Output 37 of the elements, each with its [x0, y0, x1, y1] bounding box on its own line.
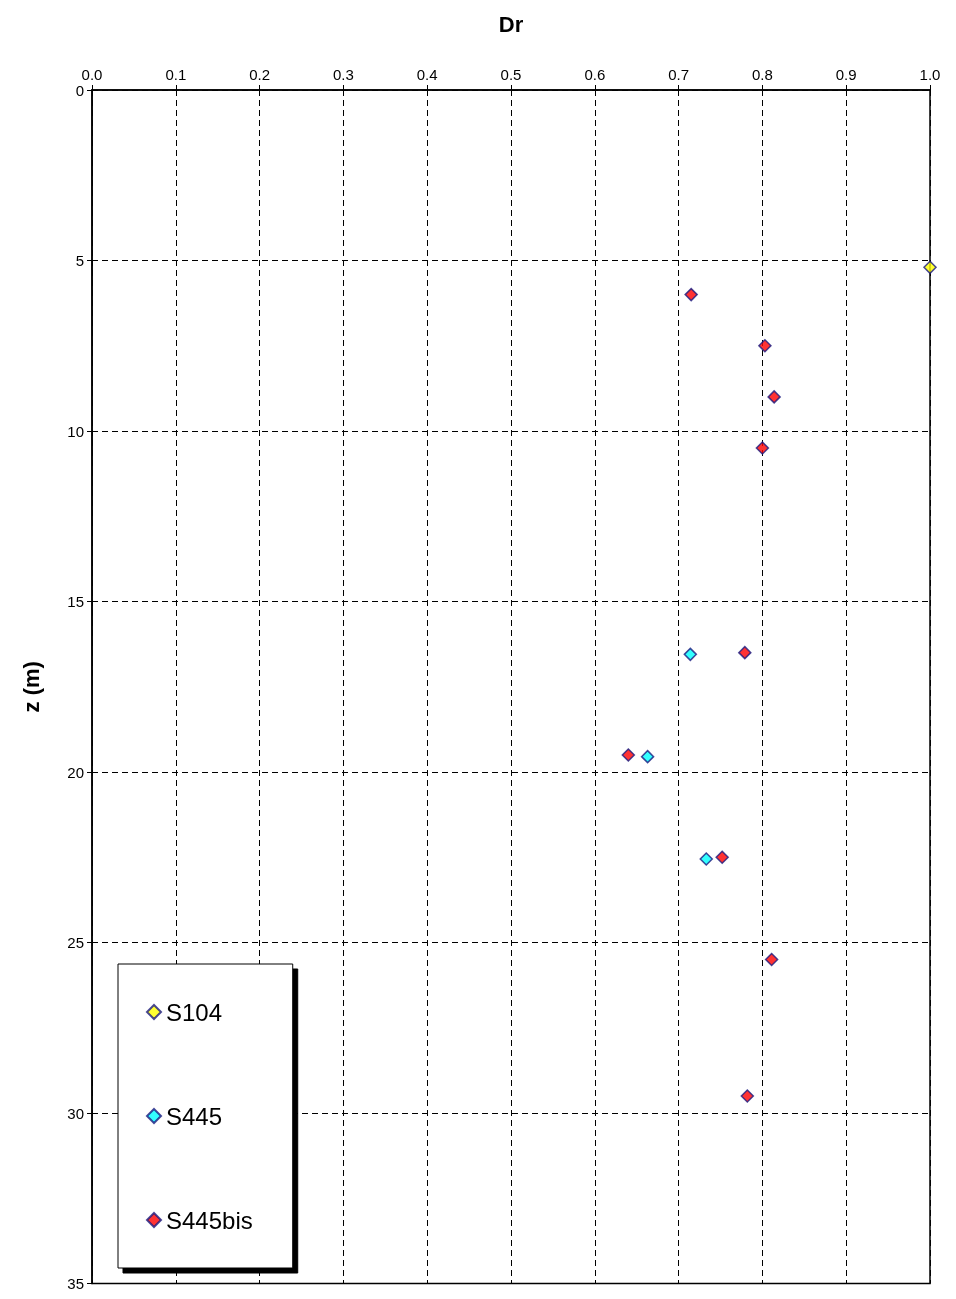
legend-label: S445 — [166, 1102, 223, 1130]
legend-label: S445bis — [166, 1206, 253, 1234]
point — [740, 1089, 755, 1103]
x-tick-label: 0.4 — [416, 66, 438, 83]
y-axis-title: z (m) — [18, 661, 44, 713]
point — [758, 339, 772, 353]
x-tick-label: 0.8 — [751, 66, 773, 83]
x-tick-label: 0.9 — [835, 66, 857, 83]
point — [755, 441, 770, 455]
point — [738, 645, 752, 660]
y-tick-label: 25 — [67, 934, 84, 951]
y-tick-label: 30 — [67, 1104, 84, 1122]
y-tick-label: 0 — [75, 81, 84, 99]
point — [683, 647, 698, 662]
x-tick-label: 0.0 — [81, 66, 103, 83]
point — [621, 748, 636, 762]
point — [699, 852, 713, 866]
x-tick-label: 0.1 — [165, 66, 187, 83]
x-tick-label: 0.6 — [584, 66, 606, 83]
point — [923, 260, 937, 275]
x-tick-label: 0.2 — [249, 66, 271, 83]
point — [684, 287, 698, 302]
y-tick-label: 15 — [67, 593, 84, 610]
y-tick-label: 20 — [67, 763, 84, 781]
x-tick-label: 0.3 — [332, 66, 354, 83]
x-tick-label: 0.7 — [668, 66, 690, 83]
x-tick-label: 0.5 — [500, 66, 522, 83]
y-tick-label: 35 — [67, 1275, 84, 1292]
point — [715, 850, 729, 864]
point — [640, 749, 655, 764]
x-tick-label: 1.0 — [919, 66, 941, 83]
y-tick-label: 10 — [67, 422, 84, 440]
x-axis-title: Dr — [498, 11, 524, 37]
point — [764, 952, 779, 967]
y-tick-label: 5 — [75, 252, 84, 269]
point — [767, 390, 781, 404]
legend-label: S104 — [166, 998, 223, 1026]
